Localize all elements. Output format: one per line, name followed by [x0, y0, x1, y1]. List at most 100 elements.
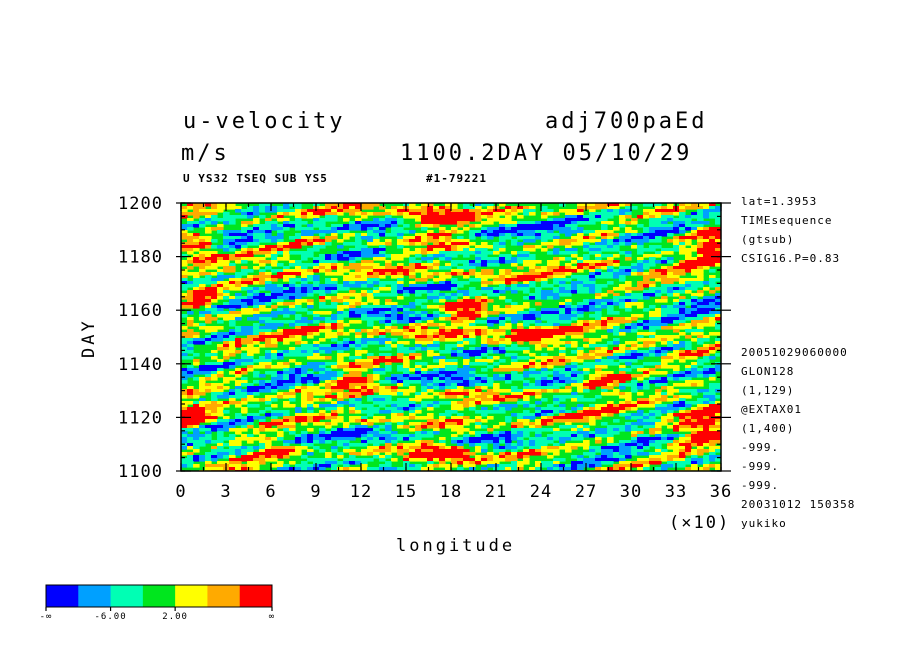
heatmap-cell	[319, 305, 326, 309]
heatmap-cell	[715, 248, 721, 252]
heatmap-cell	[697, 284, 704, 288]
heatmap-cell	[703, 248, 710, 252]
heatmap-cell	[265, 332, 272, 336]
heatmap-cell	[463, 338, 470, 342]
heatmap-cell	[679, 281, 686, 285]
heatmap-cell	[433, 377, 440, 381]
heatmap-cell	[691, 227, 698, 231]
heatmap-cell	[625, 269, 632, 273]
heatmap-cell	[577, 323, 584, 327]
heatmap-cell	[565, 290, 572, 294]
heatmap-cell	[211, 221, 218, 225]
heatmap-cell	[373, 236, 380, 240]
heatmap-cell	[307, 272, 314, 276]
heatmap-cell	[457, 221, 464, 225]
heatmap-cell	[331, 404, 338, 408]
heatmap-cell	[499, 290, 506, 294]
heatmap-cell	[619, 392, 626, 396]
heatmap-cell	[715, 227, 721, 231]
heatmap-cell	[667, 356, 674, 360]
heatmap-cell	[619, 371, 626, 375]
heatmap-cell	[607, 386, 614, 390]
heatmap-cell	[247, 287, 254, 291]
heatmap-cell	[613, 239, 620, 243]
heatmap-cell	[421, 314, 428, 318]
heatmap-cell	[685, 257, 692, 261]
heatmap-cell	[565, 413, 572, 417]
heatmap-cell	[697, 269, 704, 273]
heatmap-cell	[673, 311, 680, 315]
heatmap-cell	[319, 398, 326, 402]
heatmap-cell	[403, 266, 410, 270]
heatmap-cell	[643, 308, 650, 312]
heatmap-cell	[631, 341, 638, 345]
heatmap-cell	[481, 278, 488, 282]
heatmap-cell	[205, 377, 212, 381]
heatmap-cell	[439, 248, 446, 252]
heatmap-cell	[709, 347, 716, 351]
heatmap-cell	[439, 365, 446, 369]
heatmap-cell	[457, 212, 464, 216]
heatmap-cell	[499, 317, 506, 321]
heatmap-cell	[301, 290, 308, 294]
heatmap-cell	[211, 305, 218, 309]
heatmap-cell	[319, 218, 326, 222]
heatmap-cell	[295, 350, 302, 354]
heatmap-cell	[301, 413, 308, 417]
heatmap-cell	[697, 401, 704, 405]
heatmap-cell	[283, 350, 290, 354]
heatmap-cell	[415, 209, 422, 213]
heatmap-cell	[511, 278, 518, 282]
heatmap-cell	[451, 425, 458, 429]
heatmap-cell	[241, 221, 248, 225]
heatmap-cell	[631, 380, 638, 384]
heatmap-cell	[553, 260, 560, 264]
heatmap-cell	[403, 236, 410, 240]
heatmap-cell	[355, 425, 362, 429]
heatmap-cell	[385, 389, 392, 393]
heatmap-cell	[679, 407, 686, 411]
heatmap-cell	[673, 413, 680, 417]
heatmap-cell	[427, 221, 434, 225]
heatmap-cell	[613, 326, 620, 330]
heatmap-cell	[427, 377, 434, 381]
heatmap-cell	[451, 362, 458, 366]
heatmap-cell	[331, 212, 338, 216]
heatmap-cell	[703, 317, 710, 321]
heatmap-cell	[289, 272, 296, 276]
heatmap-cell	[361, 224, 368, 228]
heatmap-cell	[613, 377, 620, 381]
heatmap-cell	[289, 224, 296, 228]
heatmap-cell	[613, 203, 620, 207]
heatmap-cell	[235, 329, 242, 333]
heatmap-cell	[685, 308, 692, 312]
heatmap-cell	[241, 266, 248, 270]
heatmap-cell	[247, 422, 254, 426]
heatmap-cell	[307, 311, 314, 315]
heatmap-cell	[595, 266, 602, 270]
heatmap-cell	[295, 320, 302, 324]
heatmap-cell	[397, 209, 404, 213]
heatmap-cell	[403, 365, 410, 369]
heatmap-cell	[523, 236, 530, 240]
heatmap-cell	[589, 350, 596, 354]
heatmap-cell	[235, 296, 242, 300]
heatmap-cell	[469, 224, 476, 228]
heatmap-cell	[703, 344, 710, 348]
heatmap-cell	[511, 257, 518, 261]
heatmap-cell	[469, 380, 476, 384]
heatmap-cell	[397, 404, 404, 408]
heatmap-cell	[481, 401, 488, 405]
heatmap-cell	[271, 257, 278, 261]
heatmap-cell	[391, 266, 398, 270]
heatmap-cell	[697, 272, 704, 276]
heatmap-cell	[379, 248, 386, 252]
heatmap-cell	[421, 287, 428, 291]
heatmap-cell	[541, 248, 548, 252]
heatmap-cell	[685, 350, 692, 354]
heatmap-cell	[523, 227, 530, 231]
heatmap-cell	[643, 272, 650, 276]
heatmap-cell	[403, 383, 410, 387]
heatmap-cell	[283, 341, 290, 345]
